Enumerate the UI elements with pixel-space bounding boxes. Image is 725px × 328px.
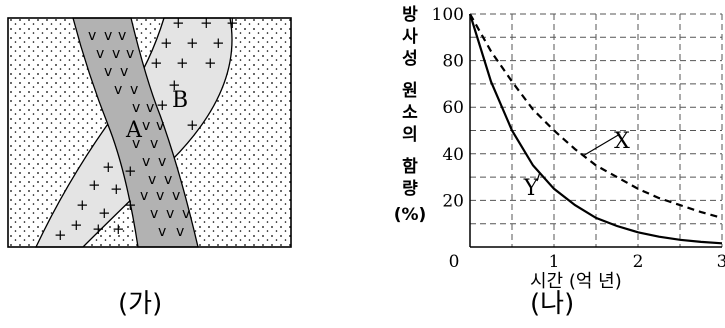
plus-symbol: + xyxy=(76,196,89,214)
v-symbol: v xyxy=(156,118,164,134)
plus-symbol: + xyxy=(92,220,105,238)
v-symbol: v xyxy=(158,154,166,170)
plus-symbol: + xyxy=(160,34,173,52)
section-frame xyxy=(7,17,292,248)
series-label-x: X xyxy=(614,129,630,154)
v-symbol: v xyxy=(130,82,138,98)
y-tick-label: 40 xyxy=(442,145,464,165)
v-symbol-group: v v vv v vv vv vv vv vv vv vv vv v vv v vv v xyxy=(88,28,190,240)
x-tick-label: 1 xyxy=(549,252,560,272)
x-axis-label: 시간 (억 년) xyxy=(530,271,622,292)
v-symbol: v xyxy=(176,224,184,240)
y-axis-label-char: 방 xyxy=(402,5,418,25)
v-symbol: v xyxy=(148,172,156,188)
y-axis-label-char: 함 xyxy=(402,156,418,177)
x-tick-label: 0 xyxy=(449,252,460,272)
plus-symbol: + xyxy=(88,176,101,194)
x-tick-label: 2 xyxy=(633,252,644,272)
series-leader-y xyxy=(536,172,541,182)
v-symbol: v xyxy=(172,188,180,204)
y-tick-label: 20 xyxy=(442,191,464,211)
plus-symbol-group: + + ++ + ++ + +++++ ++ +++ ++ + ++ xyxy=(54,14,239,244)
y-axis-label-char: 소 xyxy=(402,103,418,123)
series-line-y xyxy=(468,13,723,245)
rock-a-label: A xyxy=(125,118,143,143)
y-axis-label-char: 사 xyxy=(402,27,418,47)
v-symbol: v xyxy=(118,28,126,44)
plus-symbol: + xyxy=(156,96,169,114)
plus-symbol: + xyxy=(168,76,181,94)
series-label-y: Y xyxy=(523,176,539,201)
plus-symbol: + xyxy=(186,116,199,134)
plus-symbol: + xyxy=(102,158,115,176)
v-symbol: v xyxy=(142,118,150,134)
panel-a-caption: (가) xyxy=(118,289,162,319)
v-symbol: v xyxy=(132,136,140,152)
v-symbol: v xyxy=(142,154,150,170)
v-symbol: v xyxy=(150,136,158,152)
panel-b-caption: (나) xyxy=(530,289,574,319)
series-labels: XY xyxy=(523,129,630,201)
y-tick-label: 60 xyxy=(442,98,464,118)
y-axis-label-char: 의 xyxy=(402,125,418,145)
rock-cross-section: v v vv v vv vv vv vv vv vv vv vv v vv v vv v + + ++ + ++ + +++… xyxy=(7,14,292,248)
v-symbol: v xyxy=(114,82,122,98)
plus-symbol: + xyxy=(70,216,83,234)
rock-b-label: B xyxy=(172,88,188,113)
plus-symbol: + xyxy=(226,14,239,32)
chart-grid xyxy=(470,13,723,247)
plus-symbol: + xyxy=(200,14,213,32)
y-axis-label-char: 량 xyxy=(402,179,418,199)
plus-symbol: + xyxy=(150,54,163,72)
v-symbol: v xyxy=(112,46,120,62)
v-symbol: v xyxy=(166,206,174,222)
plus-symbol: + xyxy=(176,54,189,72)
plus-symbol: + xyxy=(204,54,217,72)
v-symbol: v xyxy=(104,28,112,44)
x-tick-label: 3 xyxy=(717,252,725,272)
plus-symbol: + xyxy=(124,162,137,180)
v-symbol: v xyxy=(150,206,158,222)
plus-symbol: + xyxy=(212,34,225,52)
chart-series xyxy=(468,13,723,245)
v-symbol: v xyxy=(104,64,112,80)
series-leader-x xyxy=(583,133,621,157)
v-symbol: v xyxy=(126,46,134,62)
v-symbol: v xyxy=(140,188,148,204)
plus-symbol: + xyxy=(112,220,125,238)
y-tick-label: 100 xyxy=(432,5,464,25)
plus-symbol: + xyxy=(110,180,123,198)
v-symbol: v xyxy=(88,28,96,44)
v-symbol: v xyxy=(156,188,164,204)
v-symbol: v xyxy=(120,64,128,80)
plus-symbol: + xyxy=(172,14,185,32)
v-symbol: v xyxy=(158,224,166,240)
y-axis-label-char: 성 xyxy=(402,49,418,69)
y-axis-label-char: 원 xyxy=(402,81,418,101)
y-axis-label-char: (%) xyxy=(394,205,427,225)
series-line-x xyxy=(469,13,723,219)
tick-labels: 20 40 60 80 100 0 1 2 3 xyxy=(432,5,725,272)
plus-symbol: + xyxy=(186,34,199,52)
v-symbol: v xyxy=(132,100,140,116)
v-symbol: v xyxy=(164,172,172,188)
v-symbol: v xyxy=(96,46,104,62)
v-symbol: v xyxy=(182,206,190,222)
plus-symbol: + xyxy=(54,226,67,244)
v-symbol: v xyxy=(146,100,154,116)
plus-symbol: + xyxy=(124,196,137,214)
plus-symbol: + xyxy=(98,204,111,222)
y-tick-label: 80 xyxy=(442,52,464,72)
